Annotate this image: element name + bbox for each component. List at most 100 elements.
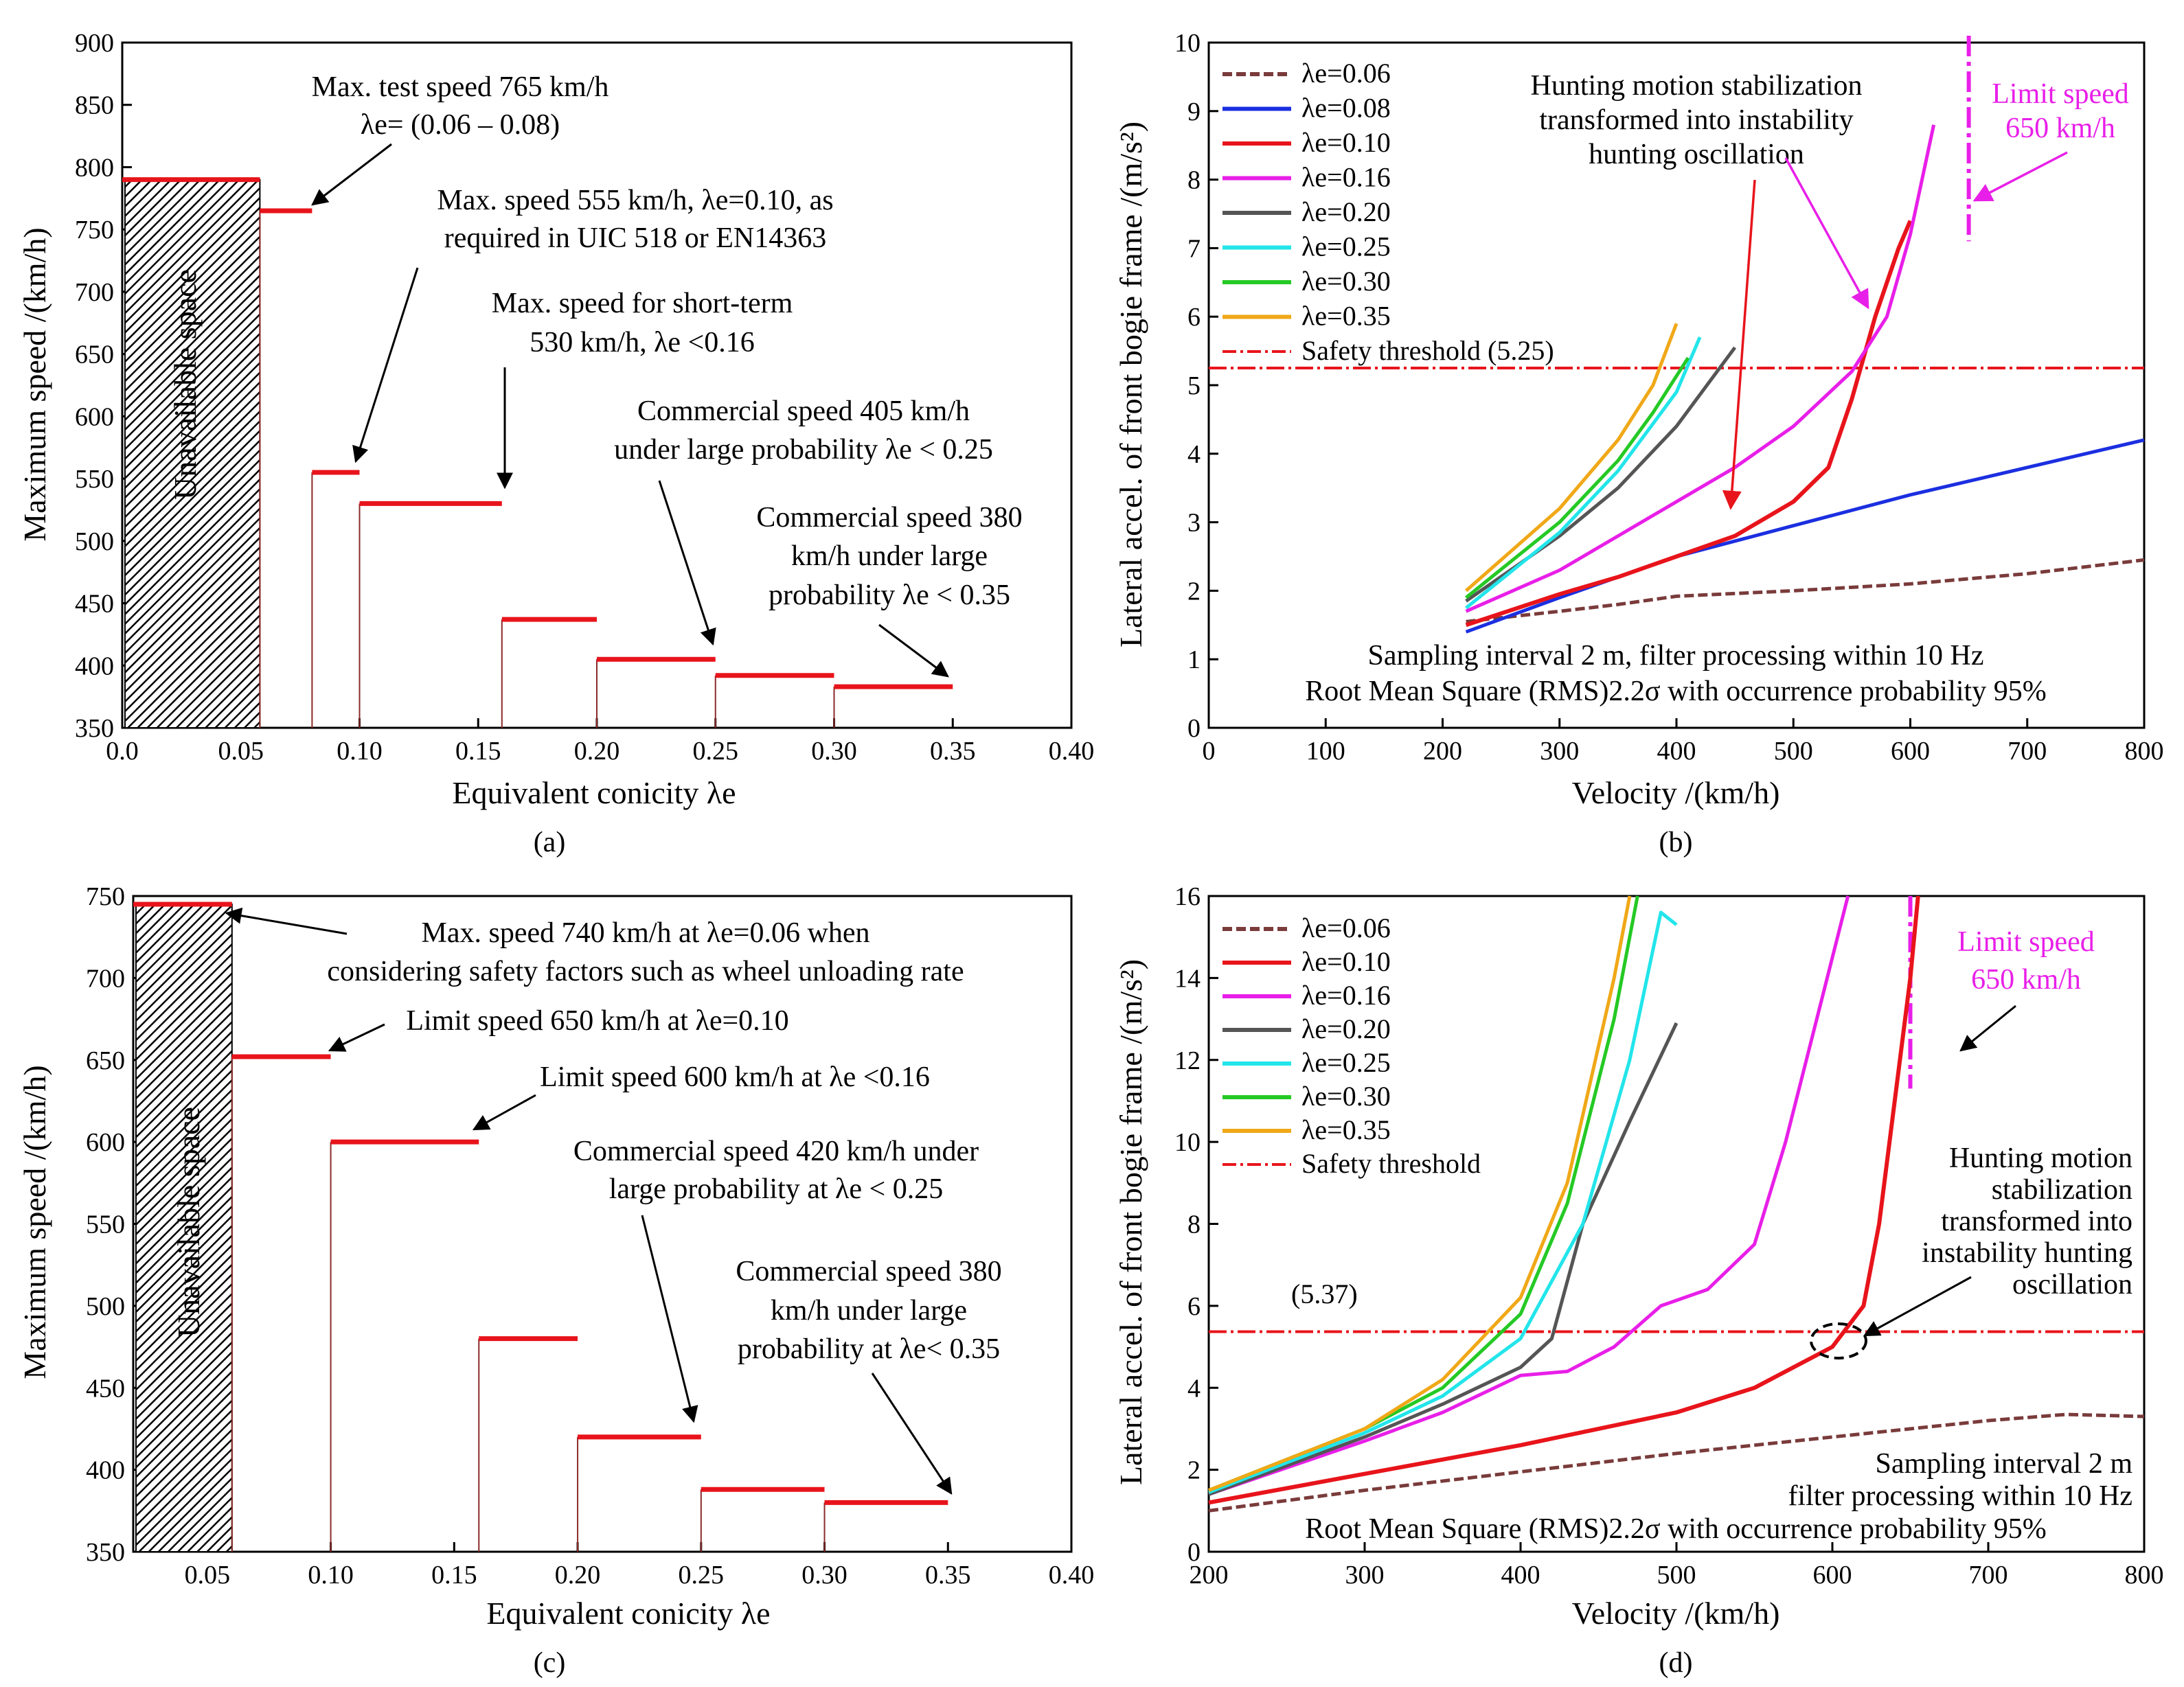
panel-c-xtick-label-3: 0.20	[555, 1561, 601, 1590]
panel-d-xtick-label-4: 600	[1813, 1561, 1852, 1590]
panel-b-legend-label-3: λe=0.16	[1301, 162, 1391, 193]
panel-c-ann-7: km/h under large	[771, 1295, 967, 1327]
panel-a-arrow-1	[352, 267, 419, 463]
panel-c-ann-8: probability at λe< 0.35	[738, 1333, 1000, 1365]
panel-a-arrow-3	[658, 480, 716, 646]
panel-c-frame	[132, 895, 1073, 1553]
panel-a-ann-6: Commercial speed 405 km/h	[637, 395, 970, 427]
panel-b-series-0	[1466, 558, 2145, 623]
panel-b-ytick-label-0: 0	[1187, 714, 1201, 743]
panel-b-xtick-label-2: 200	[1423, 737, 1462, 766]
panel-d-xtick-label-2: 400	[1501, 1561, 1540, 1590]
panel-d-xlabel: Velocity /(km/h)	[1572, 1596, 1780, 1631]
panel-b-xtick-label-3: 300	[1540, 737, 1579, 766]
panel-d-ytick-label-4: 8	[1187, 1210, 1201, 1239]
panel-d-xtick-label-1: 300	[1345, 1561, 1385, 1590]
panel-a-unavailable-region	[124, 179, 261, 729]
panel-a-ann-10: probability λe < 0.35	[769, 579, 1010, 611]
panel-a-ytick-label-7: 700	[75, 278, 114, 307]
panel-b-ann-3: Limit speed	[1992, 78, 2128, 110]
panel-c-marks	[133, 902, 948, 1552]
panel-d-arrow-hunting	[1863, 1276, 1972, 1337]
panel-c-ann-5: large probability at λe < 0.25	[609, 1173, 944, 1205]
panel-d-ann-6: oscillation	[2012, 1269, 2132, 1300]
panel-c-arrow-4	[871, 1373, 953, 1495]
panel-a-ytick-label-3: 500	[75, 527, 114, 556]
panel-a-ytick-label-5: 600	[75, 402, 114, 431]
panel-c-unavailable-region	[135, 903, 233, 1552]
panel-a-ticks: 0.0 0.05 0.10 0.15 0.20 0.25 0.30 0.35 0.40 350 40…	[75, 29, 1094, 766]
panel-d-ann-3: stabilization	[1992, 1174, 2132, 1206]
panel-a-arrow-0	[311, 143, 392, 206]
panel-a-ann-0: Max. test speed 765 km/h	[312, 71, 609, 103]
panel-d-xtick-label-5: 700	[1969, 1561, 2008, 1590]
panel-c-ytick-label-4: 550	[86, 1210, 125, 1239]
panel-c-xtick-label-5: 0.30	[801, 1561, 848, 1590]
panel-a-ann-5: 530 km/h, λe <0.16	[530, 327, 755, 358]
panel-b-xtick-label-8: 800	[2125, 737, 2164, 766]
panel-c-xtick-label-4: 0.25	[679, 1561, 725, 1590]
panel-d-legend-label-threshold: Safety threshold	[1301, 1148, 1481, 1179]
panel-b-ytick-label-5: 5	[1187, 371, 1201, 400]
panel-b-ytick-label-8: 8	[1187, 166, 1201, 195]
panel-b-series-5	[1465, 336, 1702, 610]
panel-a-ytick-label-4: 550	[75, 465, 114, 494]
panel-b-ytick-label-3: 3	[1187, 509, 1201, 538]
panel-c-arrow-1	[328, 1023, 385, 1052]
panel-a-xtick-label-1: 0.05	[218, 737, 264, 766]
panel-a-ann-1: λe= (0.06 – 0.08)	[361, 109, 560, 141]
panel-b-ylabel: Lateral accel. of front bogie frame /(m/…	[1113, 122, 1148, 647]
panel-c-ytick-label-5: 600	[86, 1128, 125, 1157]
panel-b-series-3	[1465, 124, 1936, 613]
panel-c-ann-0: Max. speed 740 km/h at λe=0.06 when	[422, 917, 870, 949]
panel-b-xtick-label-5: 500	[1774, 737, 1813, 766]
panel-d-ann-8: filter processing within 10 Hz	[1788, 1480, 2132, 1512]
panel-b-ytick-label-1: 1	[1187, 645, 1201, 674]
panel-d-ticks: 200 300 400 500 600 700 800 0 2 4 6 8 10 12 14 16	[1174, 882, 2164, 1590]
panel-b-xtick-label-0: 0	[1203, 737, 1216, 766]
panel-a-caption: (a)	[534, 827, 566, 858]
panel-a-marks	[122, 177, 953, 729]
panel-d-ytick-label-0: 0	[1187, 1538, 1201, 1567]
panel-a-ann-7: under large probability λe < 0.25	[614, 434, 993, 466]
panel-c-ann-2: Limit speed 650 km/h at λe=0.10	[406, 1005, 788, 1037]
panel-b-ytick-label-4: 4	[1187, 440, 1201, 469]
panel-d-ann-4: transformed into	[1941, 1206, 2132, 1237]
panel-d: 200 300 400 500 600 700 800 0 2 4 6 8 10 12 14 16 λe=0.…	[1113, 882, 2164, 1679]
panel-d-ann-1: 650 km/h	[1971, 964, 2081, 996]
panel-d-legend-label-6: λe=0.35	[1301, 1114, 1391, 1145]
panel-b-xtick-label-6: 600	[1891, 737, 1930, 766]
panel-b-legend-label-threshold: Safety threshold (5.25)	[1301, 335, 1554, 366]
panel-a-ann-8: Commercial speed 380	[756, 502, 1022, 533]
panel-b-caption: (b)	[1659, 827, 1693, 858]
panel-d-legend: λe=0.06λe=0.10λe=0.16λe=0.20λe=0.25λe=0.…	[1222, 913, 1481, 1179]
panel-a-unavailable-label: Unavailable space	[168, 269, 203, 500]
panel-a-ytick-label-10: 850	[75, 91, 114, 120]
panel-b-ytick-label-10: 10	[1174, 29, 1201, 58]
panel-c-ann-1: considering safety factors such as wheel…	[327, 956, 964, 987]
panel-b-ann-4: 650 km/h	[2005, 113, 2115, 144]
panel-d-ylabel: Lateral accel. of front bogie frame /(m/…	[1113, 959, 1148, 1485]
panel-d-caption: (d)	[1659, 1647, 1693, 1679]
panel-d-ytick-label-3: 6	[1187, 1292, 1201, 1321]
panel-b: 0 100 200 300 400 500 600 700 800 0 1 2 3 4 5 6 7 8 9 10 λe…	[1113, 29, 2164, 858]
panel-b-legend-label-6: λe=0.30	[1301, 266, 1391, 297]
panel-b-xtick-label-7: 700	[2007, 737, 2047, 766]
panel-d-series-6	[1208, 895, 1632, 1492]
panel-c-ytick-label-1: 400	[86, 1456, 125, 1485]
panel-b-ann-6: Root Mean Square (RMS)2.2σ with occurren…	[1305, 676, 2046, 707]
panel-d-threshold-value: (5.37)	[1291, 1278, 1358, 1309]
panel-a-xtick-label-3: 0.15	[455, 737, 501, 766]
panel-a-ytick-label-6: 650	[75, 341, 114, 369]
panel-c-ytick-label-3: 500	[86, 1292, 125, 1321]
panel-a-xtick-label-0: 0.0	[106, 737, 139, 766]
panel-b-legend-label-0: λe=0.06	[1301, 58, 1391, 89]
panel-b-arrow-limit	[1972, 151, 2068, 202]
panel-b-arrow-red	[1722, 179, 1756, 510]
panel-d-series-4	[1208, 910, 1678, 1494]
panel-a-ann-9: km/h under large	[791, 540, 988, 572]
panel-c-xtick-label-1: 0.10	[308, 1561, 354, 1590]
panel-d-ann-7: Sampling interval 2 m	[1876, 1448, 2133, 1480]
panel-c-ann-4: Commercial speed 420 km/h under	[573, 1136, 979, 1167]
panel-b-ann-0: Hunting motion stabilization	[1531, 70, 1863, 102]
